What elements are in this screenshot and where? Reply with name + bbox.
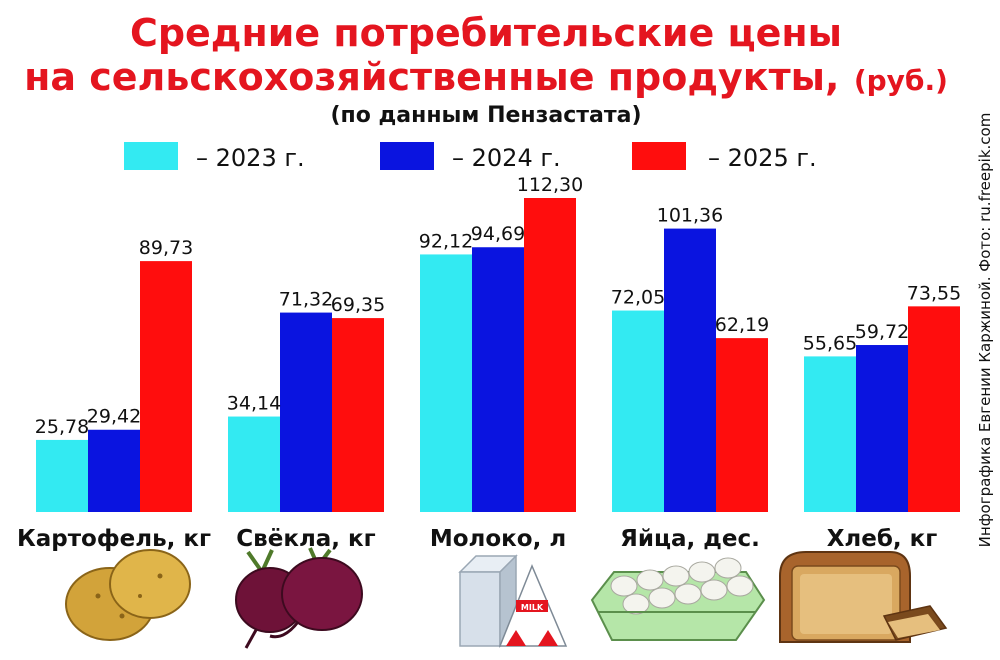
value-label-3-2: 62,19 xyxy=(715,314,769,336)
legend-swatch-2025 xyxy=(632,142,686,170)
chart-title-line2-text: на сельскохозяйственные продукты, xyxy=(24,55,839,99)
legend-swatch-2024 xyxy=(380,142,434,170)
bar-0-2 xyxy=(140,261,192,512)
bar-4-1 xyxy=(856,345,908,512)
value-label-2-1: 94,69 xyxy=(471,223,525,245)
chart-title-line2: на сельскохозяйственные продукты, (руб.) xyxy=(24,55,948,99)
bar-0-0 xyxy=(36,439,88,512)
chart-title-unit: (руб.) xyxy=(854,64,948,97)
legend-item-2024: – 2024 г. xyxy=(380,142,561,172)
chart-subtitle: (по данным Пензастата) xyxy=(330,103,641,128)
chart-title-line1: Средние потребительские цены xyxy=(130,11,842,55)
bar-4-0 xyxy=(804,356,856,512)
bar-2-2 xyxy=(524,198,576,512)
egg-carton-icon xyxy=(590,557,766,641)
value-label-2-0: 92,12 xyxy=(419,230,473,252)
bars-group xyxy=(36,198,960,512)
value-label-0-0: 25,78 xyxy=(35,416,89,438)
legend-item-2023: – 2023 г. xyxy=(124,142,305,172)
legend: – 2023 г. – 2024 г. – 2025 г. xyxy=(124,142,817,172)
legend-swatch-2023 xyxy=(124,142,178,170)
bar-4-2 xyxy=(908,306,960,512)
bar-2-0 xyxy=(420,254,472,512)
value-label-4-2: 73,55 xyxy=(907,282,961,304)
bar-3-0 xyxy=(612,310,664,512)
category-label-4: Хлеб, кг xyxy=(827,526,938,552)
bar-2-1 xyxy=(472,247,524,512)
legend-label-2023: – 2023 г. xyxy=(196,144,305,172)
value-label-0-2: 89,73 xyxy=(139,237,193,259)
bar-1-0 xyxy=(228,416,280,512)
bar-1-2 xyxy=(332,318,384,512)
category-label-2: Молоко, л xyxy=(430,526,566,552)
value-label-1-1: 71,32 xyxy=(279,289,333,311)
category-label-3: Яйца, дес. xyxy=(620,526,760,552)
category-label-0: Картофель, кг xyxy=(17,526,211,552)
bar-3-2 xyxy=(716,338,768,512)
beet-icon xyxy=(235,547,363,649)
value-label-1-0: 34,14 xyxy=(227,393,281,415)
value-label-2-2: 112,30 xyxy=(517,174,583,196)
legend-item-2025: – 2025 г. xyxy=(632,142,817,172)
bar-3-1 xyxy=(664,228,716,512)
legend-label-2025: – 2025 г. xyxy=(708,144,817,172)
value-label-3-0: 72,05 xyxy=(611,287,665,309)
bread-icon xyxy=(779,551,948,643)
value-label-1-2: 69,35 xyxy=(331,294,385,316)
value-label-4-1: 59,72 xyxy=(855,321,909,343)
value-label-3-1: 101,36 xyxy=(657,205,723,227)
legend-label-2024: – 2024 г. xyxy=(452,144,561,172)
value-label-4-0: 55,65 xyxy=(803,332,857,354)
milk-carton-icon: MILK xyxy=(458,554,568,648)
category-labels-group: Картофель, кг Свёкла, кг Молоко, л Яйца, де… xyxy=(17,526,937,552)
bar-0-1 xyxy=(88,429,140,512)
bar-1-1 xyxy=(280,312,332,512)
potato-icon xyxy=(65,549,191,641)
svg-text:MILK: MILK xyxy=(521,603,544,612)
photo-credit: Инфографика Евгении Каржиной. Фото: ru.f… xyxy=(976,113,994,548)
value-label-0-1: 29,42 xyxy=(87,406,141,428)
category-label-1: Свёкла, кг xyxy=(236,526,375,552)
